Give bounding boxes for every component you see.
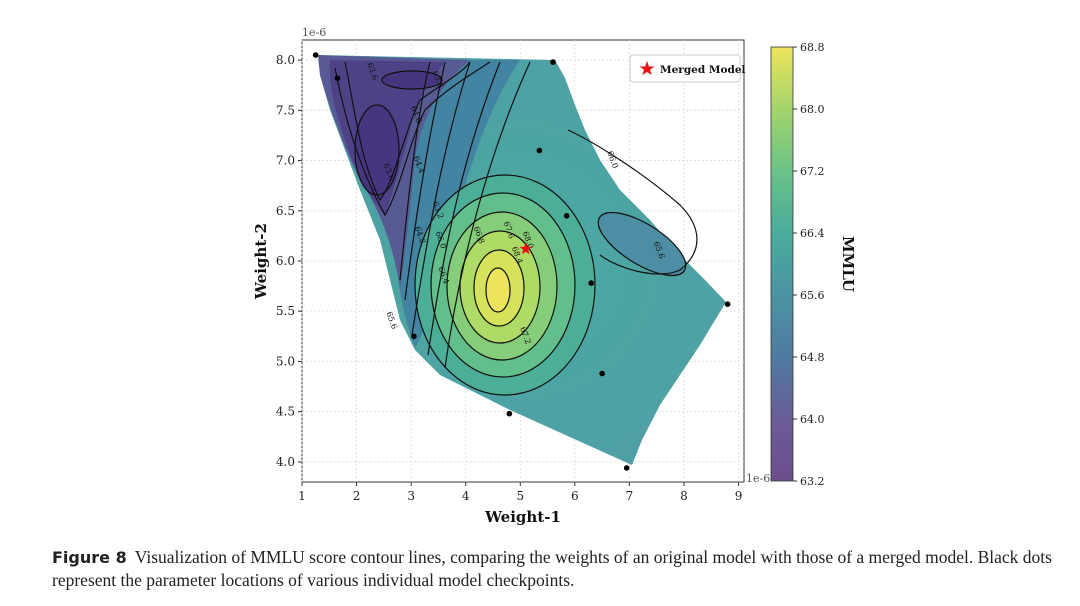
figure-caption: Figure 8 Visualization of MMLU score con… bbox=[52, 546, 1062, 592]
legend: Merged Model bbox=[629, 54, 746, 83]
y-tick-label: 4.0 bbox=[276, 455, 295, 469]
contour-line bbox=[427, 61, 501, 356]
checkpoint-dot bbox=[724, 301, 731, 307]
contour-line bbox=[334, 61, 491, 217]
peak-core bbox=[486, 268, 510, 312]
x-tick-label: 8 bbox=[680, 489, 688, 503]
y-tick-label: 6.0 bbox=[276, 254, 295, 268]
contour-figure: 63.6 63.664.063.6 64.463.264.8 66.0 66.8 67.6… bbox=[252, 26, 857, 526]
right-basin bbox=[598, 212, 686, 276]
checkpoint-dot bbox=[411, 333, 417, 340]
colorbar: 63.2 64.0 64.8 65.6 66.4 67.2 68.0 68.8 MMLU bbox=[770, 41, 857, 488]
checkpoint-dot bbox=[334, 75, 341, 81]
contour-field bbox=[318, 55, 726, 465]
checkpoint-points bbox=[312, 52, 731, 471]
contour-line bbox=[381, 70, 443, 90]
y-offset-label: 1e-6 bbox=[302, 26, 326, 39]
colorbar-tick-label: 63.2 bbox=[800, 475, 825, 488]
checkpoint-dot bbox=[599, 370, 605, 377]
y-tick-label: 7.5 bbox=[276, 103, 295, 117]
contour-line bbox=[444, 61, 531, 369]
colorbar-tick-label: 64.0 bbox=[800, 413, 825, 426]
y-tick-label: 6.5 bbox=[276, 204, 295, 218]
checkpoint-dot bbox=[550, 59, 556, 65]
y-tick-label: 7.0 bbox=[276, 154, 295, 168]
x-axis-label: Weight-1 bbox=[484, 508, 561, 526]
colorbar-tick-label: 64.8 bbox=[800, 351, 825, 364]
contour-line bbox=[446, 211, 558, 361]
x-tick-label: 1 bbox=[298, 489, 306, 503]
y-tick-label: 5.0 bbox=[276, 354, 295, 368]
checkpoint-dot bbox=[312, 52, 319, 58]
figure-caption-text: Visualization of MMLU score contour line… bbox=[52, 547, 1052, 590]
checkpoint-dot bbox=[623, 465, 630, 471]
contour-line bbox=[597, 211, 687, 277]
x-tick-label: 7 bbox=[626, 489, 634, 503]
figure-label: Figure 8 bbox=[52, 548, 127, 567]
y-tick-label: 5.5 bbox=[276, 304, 295, 318]
legend-entry: Merged Model bbox=[660, 64, 746, 76]
legend-box bbox=[629, 54, 741, 83]
x-tick-label: 6 bbox=[571, 489, 579, 503]
colorbar-scale bbox=[770, 46, 794, 482]
min-basin-left bbox=[355, 105, 399, 195]
contour-line bbox=[430, 192, 576, 378]
merged-model-star bbox=[519, 242, 532, 255]
contour-line bbox=[459, 230, 541, 344]
y-tick-label: 8.0 bbox=[276, 53, 295, 67]
x-tick-label: 4 bbox=[462, 489, 470, 503]
contour-line bbox=[473, 249, 525, 327]
legend-star-icon bbox=[639, 61, 655, 75]
x-tick-label: 5 bbox=[516, 489, 524, 503]
checkpoint-dot bbox=[563, 212, 570, 219]
checkpoint-dot bbox=[536, 147, 543, 154]
x-offset-label: 1e-6 bbox=[746, 472, 770, 485]
contour-line bbox=[411, 61, 471, 336]
y-axis-ticks: 4.0 4.5 5.0 5.5 6.0 6.5 7.0 7.5 8.0 bbox=[276, 53, 302, 469]
checkpoint-dot bbox=[588, 280, 595, 286]
x-axis-ticks: 1 2 3 4 5 6 7 8 9 bbox=[298, 482, 742, 503]
x-tick-label: 9 bbox=[735, 489, 743, 503]
contour-line bbox=[485, 267, 511, 313]
y-axis-label: Weight-2 bbox=[252, 223, 270, 300]
colorbar-tick-label: 66.4 bbox=[800, 227, 825, 240]
contour-line bbox=[414, 174, 596, 396]
colorbar-tick-label: 67.2 bbox=[800, 165, 825, 178]
x-tick-label: 2 bbox=[353, 489, 361, 503]
y-tick-label: 4.5 bbox=[276, 405, 295, 419]
contour-lines bbox=[334, 61, 698, 396]
colorbar-ticks: 63.2 64.0 64.8 65.6 66.4 67.2 68.0 68.8 bbox=[793, 41, 825, 488]
x-tick-label: 3 bbox=[407, 489, 415, 503]
colorbar-tick-label: 65.6 bbox=[800, 289, 825, 302]
checkpoint-dot bbox=[506, 410, 513, 417]
colorbar-tick-label: 68.0 bbox=[800, 103, 825, 116]
contour-line bbox=[567, 129, 698, 275]
contour-line bbox=[399, 61, 431, 281]
colorbar-label: MMLU bbox=[839, 236, 857, 292]
colorbar-tick-label: 68.8 bbox=[800, 41, 825, 54]
contour-line bbox=[404, 61, 446, 301]
